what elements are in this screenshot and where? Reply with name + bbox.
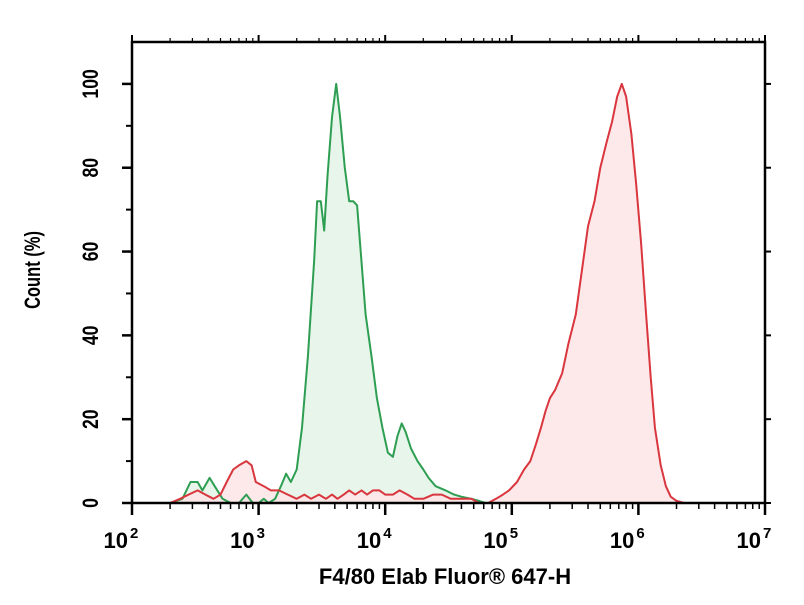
series-1-area xyxy=(170,83,493,504)
y-tick-label: 40 xyxy=(79,326,103,346)
y-tick-label: 100 xyxy=(79,69,103,98)
series-layer xyxy=(169,82,696,504)
y-tick-label: 80 xyxy=(79,158,103,178)
series-1-line xyxy=(169,82,493,504)
x-tick-label-exponent: 2 xyxy=(130,525,138,542)
y-tick-label: 0 xyxy=(79,498,103,508)
x-tick-label-exponent: 7 xyxy=(763,525,771,542)
y-tick-label: 60 xyxy=(79,242,103,262)
x-tick-label-base: 10 xyxy=(104,528,128,553)
y-axis-label: Count (%) xyxy=(21,231,46,309)
x-tick-label-exponent: 4 xyxy=(383,525,392,542)
plot-frame xyxy=(130,40,767,505)
y-tick-label: 20 xyxy=(79,409,103,429)
series-2-line xyxy=(169,82,695,504)
x-axis-label: F4/80 Elab Fluor® 647-H xyxy=(319,564,571,589)
x-tick-label-base: 10 xyxy=(357,528,381,553)
x-tick-label-base: 10 xyxy=(483,528,507,553)
series-2-area xyxy=(170,83,696,504)
x-tick-label-exponent: 6 xyxy=(636,525,644,542)
x-tick-label-exponent: 5 xyxy=(510,525,518,542)
x-tick-label-exponent: 3 xyxy=(257,525,265,542)
x-tick-label-base: 10 xyxy=(610,528,634,553)
x-tick-label-base: 10 xyxy=(230,528,254,553)
x-tick-label-base: 10 xyxy=(737,528,761,553)
